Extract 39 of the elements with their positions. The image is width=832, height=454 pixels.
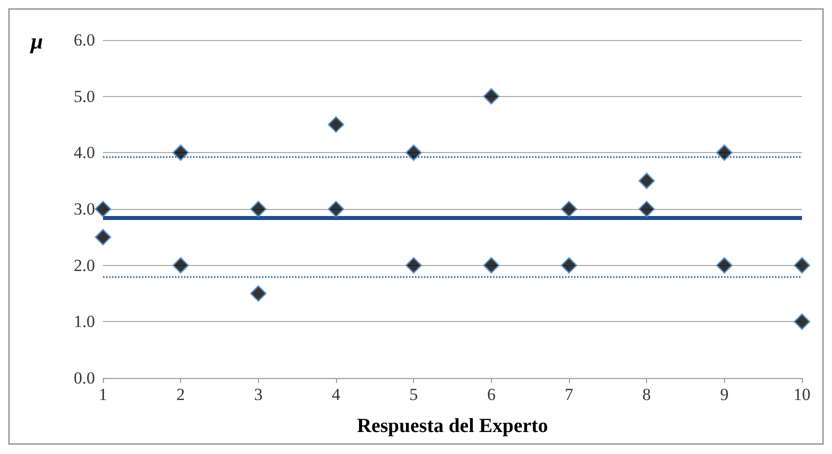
point	[405, 257, 422, 274]
point	[483, 257, 500, 274]
x-tick-label: 1	[98, 385, 108, 404]
y-tick-label: 0.0	[74, 368, 95, 388]
point	[94, 200, 112, 218]
x-tick-label: 3	[254, 385, 263, 404]
point	[716, 144, 733, 161]
x-tick-label: 10	[794, 385, 810, 404]
x-tick-label: 2	[176, 385, 185, 404]
x-tick-label: 9	[720, 385, 729, 404]
x-tick-label: 7	[564, 385, 574, 404]
y-tick-label: 2.0	[74, 256, 95, 275]
point	[328, 200, 344, 218]
y-tick-label: 3.0	[74, 200, 95, 218]
point	[250, 285, 267, 302]
y-axis-title: μ	[30, 28, 43, 54]
point	[483, 88, 500, 105]
point	[250, 200, 267, 218]
y-tick-label: 6.0	[74, 30, 95, 50]
point	[405, 144, 422, 161]
x-axis-title: Respuesta del Experto	[356, 415, 548, 437]
x-tick-label: 8	[642, 385, 651, 404]
y-tick-label: 4.0	[74, 143, 95, 162]
point	[794, 257, 810, 274]
point	[94, 228, 112, 246]
point	[716, 257, 733, 274]
x-tick-label: 6	[487, 385, 496, 404]
point	[172, 257, 189, 274]
x-tick-label: 4	[332, 385, 341, 404]
point	[560, 257, 578, 274]
x-tick-label: 5	[409, 385, 418, 404]
point	[794, 313, 810, 330]
point	[560, 200, 578, 218]
point	[638, 172, 655, 190]
point	[172, 144, 189, 161]
point	[638, 200, 655, 218]
point	[328, 116, 344, 133]
y-tick-label: 1.0	[74, 312, 95, 332]
y-tick-label: 5.0	[74, 86, 95, 106]
